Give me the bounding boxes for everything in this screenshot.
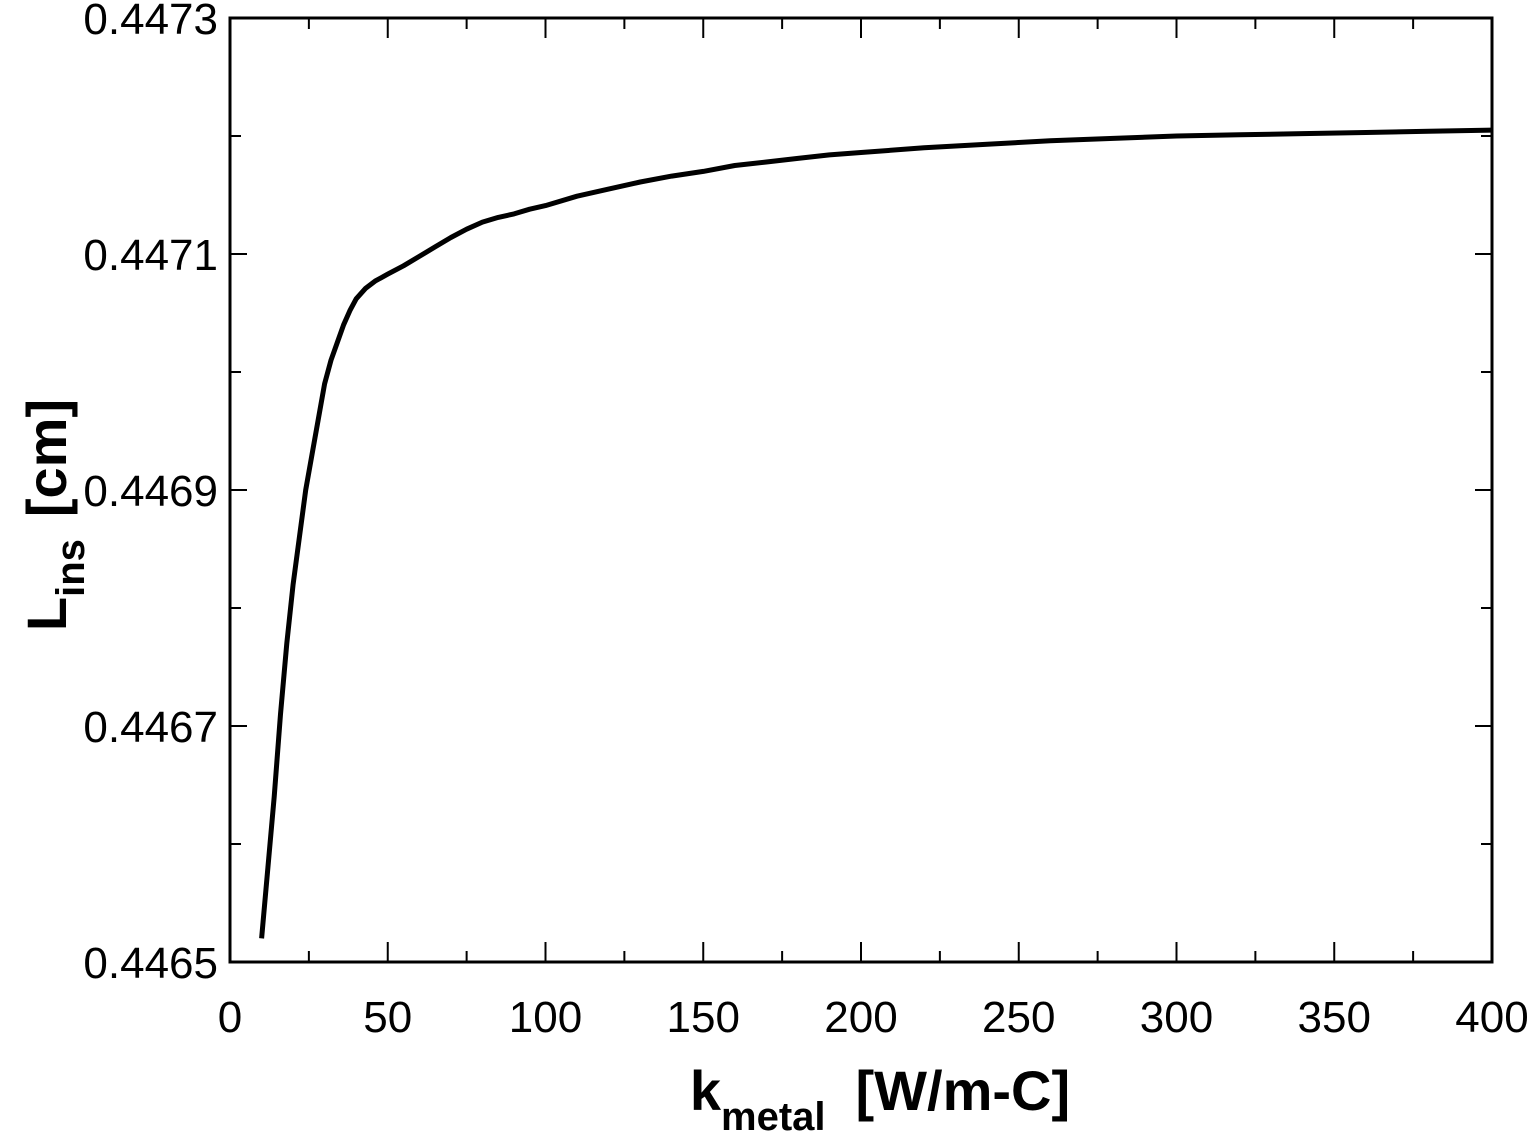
x-axis-label-main: k [690, 1059, 722, 1122]
x-axis-label-sub: metal [721, 1095, 826, 1139]
y-tick-label: 0.4465 [83, 939, 218, 988]
y-axis-label-unit: [cm] [15, 399, 78, 517]
x-tick-label: 0 [218, 993, 242, 1042]
tick-marks [229, 17, 1493, 963]
plot-frame [228, 16, 1494, 964]
y-tick-label: 0.4473 [83, 0, 218, 44]
x-tick-label: 150 [667, 993, 740, 1042]
x-tick-label: 100 [509, 993, 582, 1042]
x-tick-label: 300 [1140, 993, 1213, 1042]
x-tick-labels: 0 50 100 150 200 250 300 350 400 [218, 993, 1529, 1042]
y-tick-labels: 0.4465 0.4467 0.4469 0.4471 0.4473 [83, 0, 218, 988]
y-axis-label-sub: ins [49, 539, 93, 597]
x-tick-label: 50 [363, 993, 412, 1042]
x-tick-label: 200 [824, 993, 897, 1042]
y-axis-label-main: L [15, 597, 78, 631]
y-tick-label: 0.4469 [83, 467, 218, 516]
series-line [259, 127, 1493, 939]
x-tick-label: 250 [982, 993, 1055, 1042]
y-tick-label: 0.4471 [83, 231, 218, 280]
x-axis-label-unit: [W/m-C] [856, 1059, 1071, 1122]
y-axis-label: Lins [cm] [15, 399, 93, 631]
y-tick-label: 0.4467 [83, 703, 218, 752]
x-tick-label: 350 [1298, 993, 1371, 1042]
x-axis-label: kmetal [W/m-C] [690, 1059, 1070, 1139]
x-tick-label: 400 [1455, 993, 1528, 1042]
